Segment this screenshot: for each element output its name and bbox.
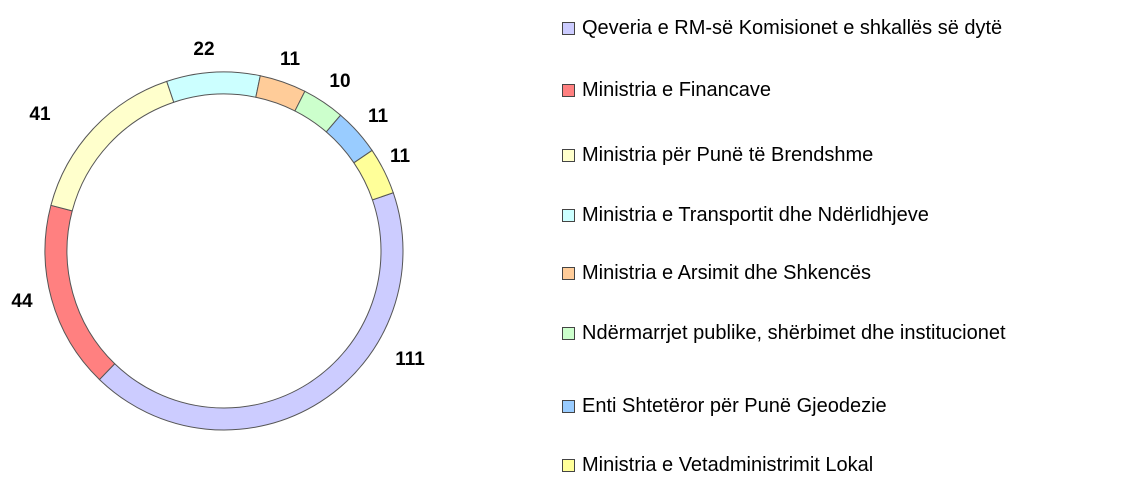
- legend-swatch: [562, 149, 575, 162]
- legend-item: Qeveria e RM-së Komisionet e shkallës së…: [562, 16, 1110, 40]
- legend-swatch: [562, 327, 575, 340]
- data-label: 11: [390, 146, 411, 167]
- legend-swatch: [562, 84, 575, 97]
- donut-segment: [44, 204, 116, 381]
- legend-swatch: [562, 400, 575, 413]
- donut-segment: [353, 149, 394, 201]
- legend-label: Ministria e Transportit dhe Ndërlidhjeve: [582, 204, 929, 226]
- donut-segment: [50, 80, 175, 212]
- legend-swatch: [562, 267, 575, 280]
- legend-item: Ministria e Vetadministrimit Lokal: [562, 453, 1110, 477]
- legend-label: Ministria e Arsimit dhe Shkencës: [582, 262, 872, 284]
- legend-item: Ministria për Punë të Brendshme: [562, 143, 1110, 167]
- legend-swatch: [562, 22, 575, 35]
- data-label: 44: [11, 291, 33, 312]
- data-label: 11: [280, 49, 301, 70]
- legend-item: Ministria e Financave: [562, 78, 1110, 102]
- legend-label: Ministria e Vetadministrimit Lokal: [582, 454, 874, 476]
- legend-swatch: [562, 209, 575, 222]
- legend-label: Enti Shtetëror për Punë Gjeodezie: [582, 395, 887, 417]
- legend-item: Ministria e Transportit dhe Ndërlidhjeve: [562, 203, 1110, 227]
- legend-swatch: [562, 459, 575, 472]
- legend-item: Ministria e Arsimit dhe Shkencës: [562, 261, 1110, 285]
- donut-segment: [166, 71, 261, 103]
- legend-label: Ministria e Financave: [582, 79, 771, 101]
- legend-label: Ministria për Punë të Brendshme: [582, 144, 874, 166]
- legend-item: Enti Shtetëror për Punë Gjeodezie: [562, 394, 1110, 418]
- legend-label: Ndërmarrjet publike, shërbimet dhe insti…: [582, 322, 1006, 344]
- legend-item: Ndërmarrjet publike, shërbimet dhe insti…: [562, 321, 1032, 345]
- donut-segment: [98, 192, 404, 431]
- data-label: 111: [395, 349, 425, 370]
- legend-label: Qeveria e RM-së Komisionet e shkallës së…: [582, 17, 1003, 39]
- data-label: 41: [29, 104, 51, 125]
- data-label: 10: [329, 71, 350, 92]
- data-label: 22: [193, 39, 214, 60]
- data-label: 11: [368, 106, 389, 127]
